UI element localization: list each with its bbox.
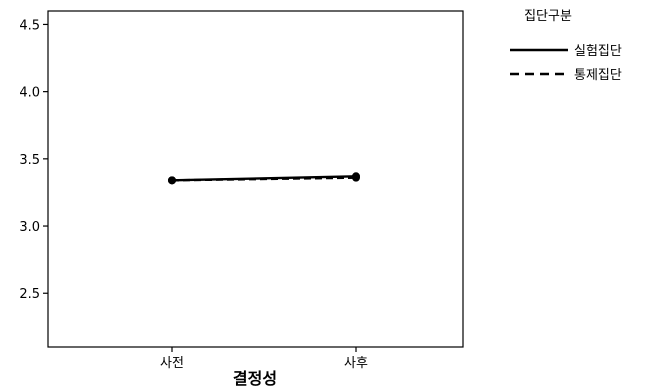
y-tick-label: 2.5 [19,287,40,302]
y-axis: 2.5 3.0 3.5 4.0 4.5 [19,18,48,302]
y-tick-label: 4.5 [19,18,40,33]
y-tick-label: 3.0 [19,220,40,235]
x-axis: 사전 사후 [160,347,368,371]
x-axis-title: 결정성 [233,369,277,388]
x-tick-label: 사후 [344,356,368,371]
y-tick-label: 4.0 [19,86,40,101]
plot-area-frame [47,10,464,348]
legend-label: 통제집단 [574,68,622,83]
data-point [352,173,360,182]
series-line-2 [171,176,357,182]
legend-label: 실험집단 [574,44,622,59]
y-tick-label: 3.5 [19,153,40,168]
series-layer [168,172,360,185]
x-tick-label: 사전 [160,356,184,371]
data-point [168,176,176,185]
legend-title: 집단구분 [524,9,572,24]
